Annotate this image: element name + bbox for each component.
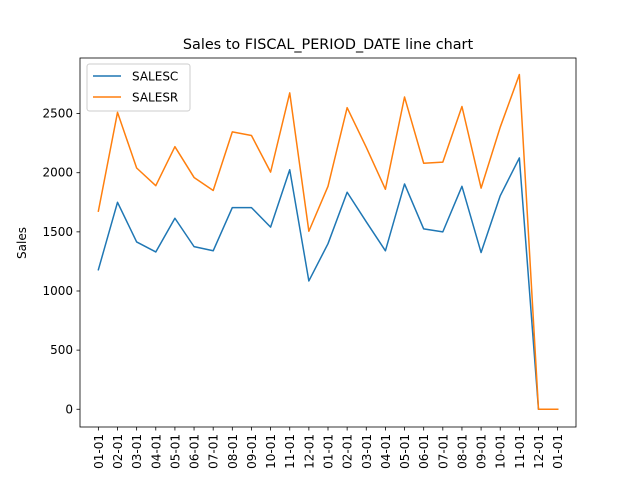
x-tick-label: 05-01 [168, 434, 182, 469]
x-tick-label: 01-01 [322, 434, 336, 469]
x-tick-label: 02-01 [341, 434, 355, 469]
series-line-salesc [97, 157, 559, 411]
x-tick-label: 10-01 [494, 434, 508, 469]
x-tick-label: 07-01 [436, 434, 450, 469]
x-tick-label: 12-01 [302, 434, 316, 469]
series-line-salesr [97, 73, 559, 411]
x-tick-label: 03-01 [360, 434, 374, 469]
x-tick-label: 11-01 [283, 434, 297, 469]
legend-label-salesr: SALESR [132, 91, 178, 105]
x-tick-label: 09-01 [245, 434, 259, 469]
x-tick-label: 08-01 [455, 434, 469, 469]
x-tick-label: 01-01 [551, 434, 565, 469]
x-tick-label: 07-01 [207, 434, 221, 469]
legend-label-salesc: SALESC [132, 70, 178, 84]
x-tick-label: 04-01 [149, 434, 163, 469]
chart-title: Sales to FISCAL_PERIOD_DATE line chart [183, 37, 474, 53]
y-tick-label: 0 [65, 402, 73, 416]
y-tick-label: 1500 [42, 225, 73, 239]
x-tick-label: 04-01 [379, 434, 393, 469]
x-tick-label: 06-01 [417, 434, 431, 469]
x-tick-label: 09-01 [475, 434, 489, 469]
x-tick-label: 11-01 [513, 434, 527, 469]
y-tick-label: 1000 [42, 284, 73, 298]
x-tick-label: 10-01 [264, 434, 278, 469]
x-tick-label: 12-01 [532, 434, 546, 469]
x-tick-label: 02-01 [111, 434, 125, 469]
y-axis-label: Sales [15, 227, 29, 259]
legend: SALESC SALESR [86, 63, 191, 112]
x-tick-label: 01-01 [92, 434, 106, 469]
y-tick-label: 2000 [42, 166, 73, 180]
x-tick-label: 03-01 [130, 434, 144, 469]
y-tick-label: 2500 [42, 107, 73, 121]
x-tick-label: 06-01 [188, 434, 202, 469]
y-tick-label: 500 [50, 343, 73, 357]
x-tick-label: 05-01 [398, 434, 412, 469]
x-tick-label: 08-01 [226, 434, 240, 469]
